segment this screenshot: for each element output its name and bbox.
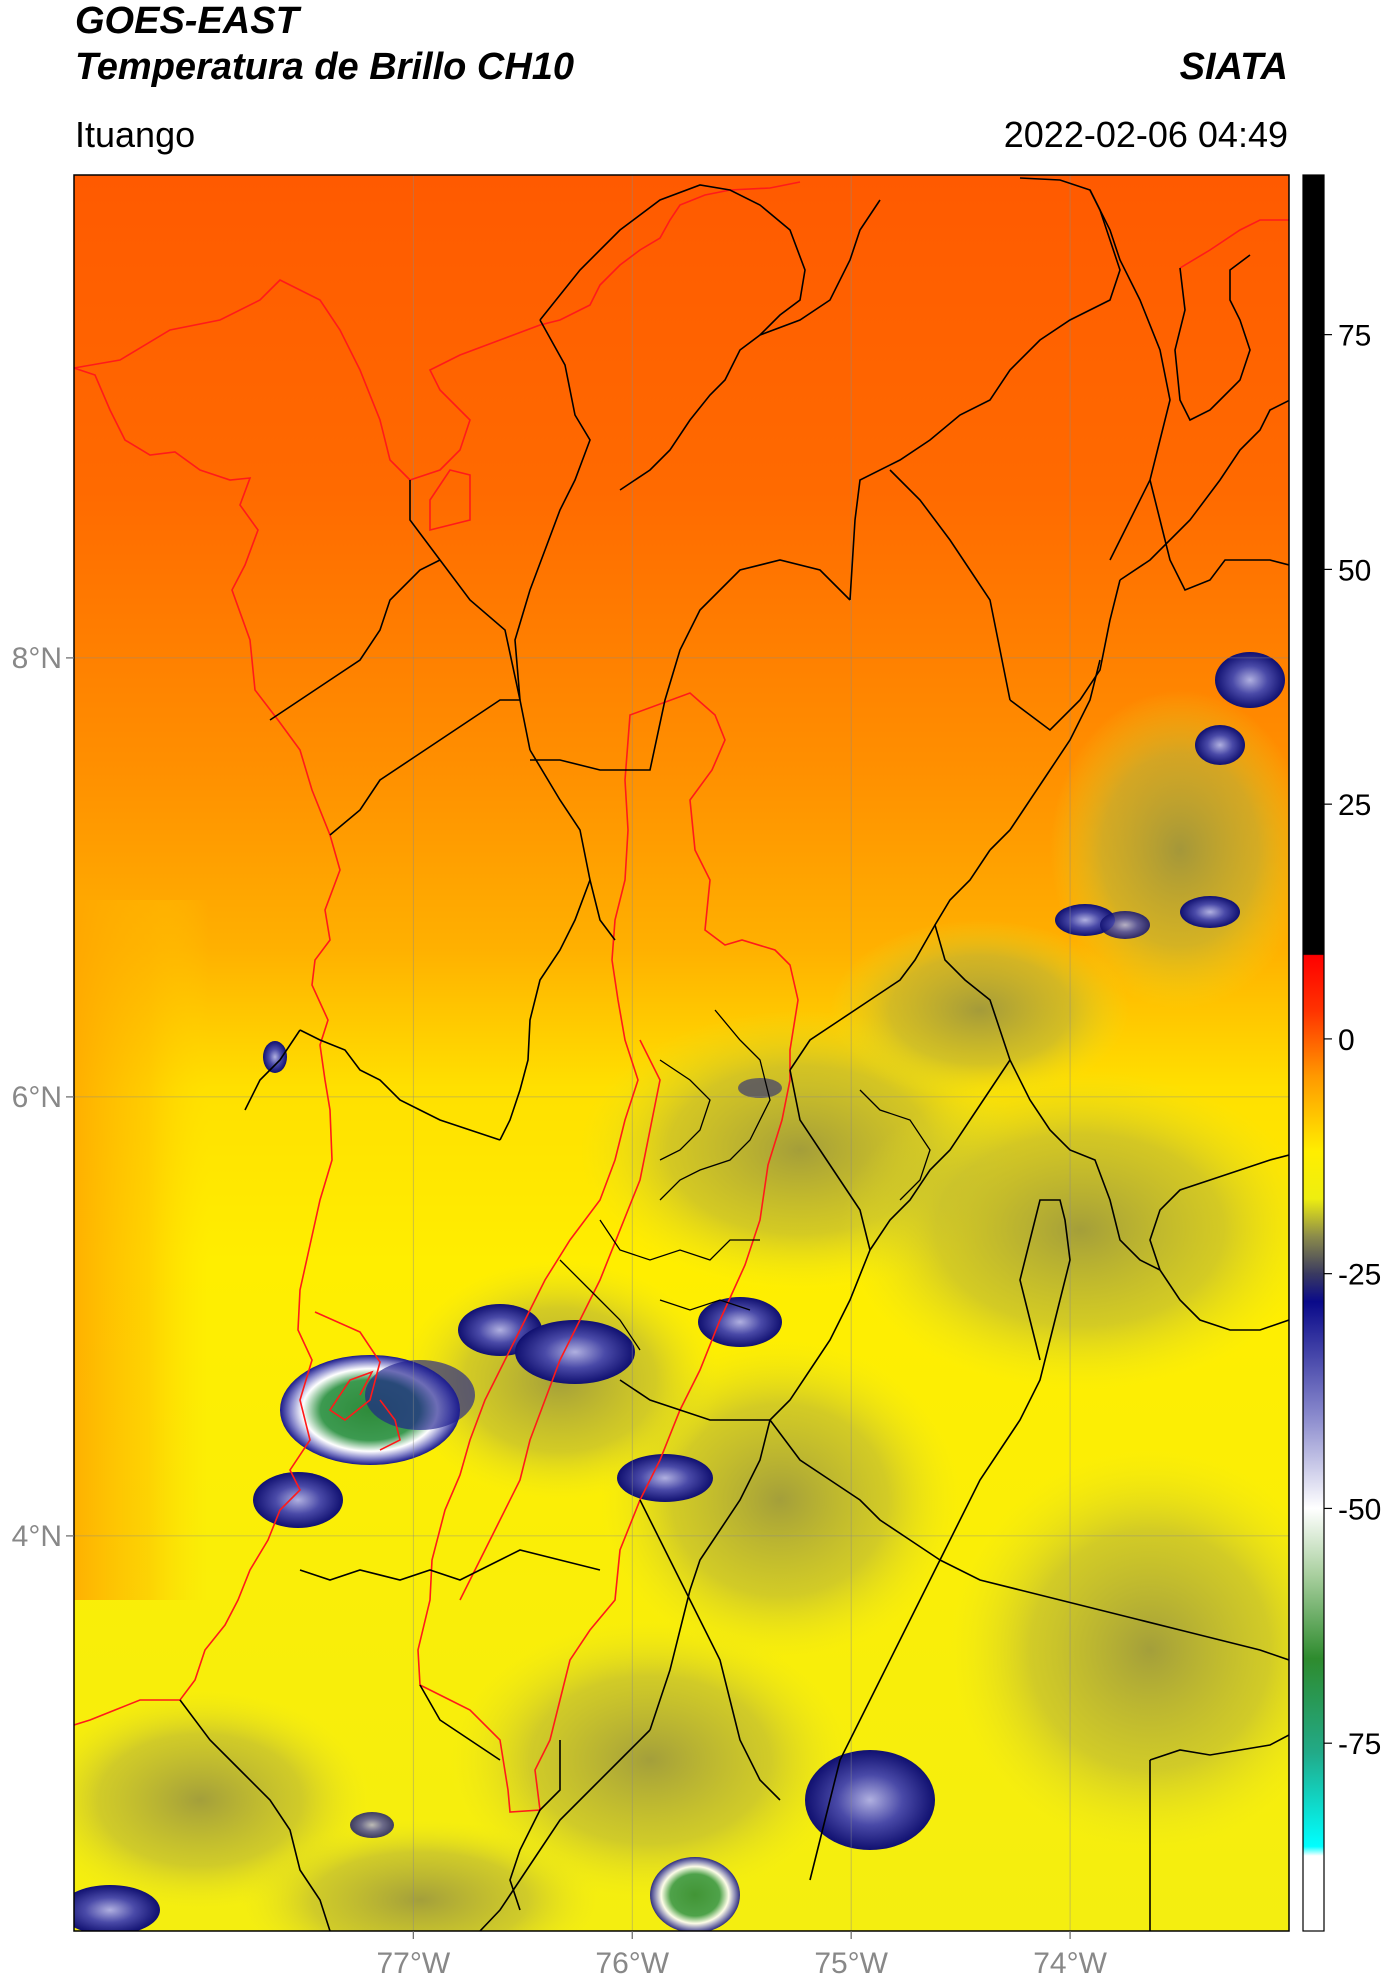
colorbar-tick-label: 0 <box>1338 1024 1355 1057</box>
colorbar-tick-label: 75 <box>1338 320 1371 353</box>
gridlines <box>74 175 1289 1931</box>
convective-cells <box>74 652 1285 1931</box>
lon-tick-label: 77°W <box>376 1947 450 1980</box>
colorbar-tick-label: 25 <box>1338 789 1371 822</box>
lat-tick-label: 8°N <box>12 642 62 675</box>
organization-label: SIATA <box>1179 46 1288 88</box>
figure-title: GOES-EAST <box>75 0 299 42</box>
municipal-borders <box>559 1009 931 1351</box>
colorbar-frame <box>1302 174 1325 1932</box>
colorbar-scale <box>1303 175 1324 1931</box>
colorbar-tick-label: -50 <box>1338 1493 1381 1526</box>
lon-tick-label: 76°W <box>595 1947 669 1980</box>
coastline <box>74 181 1289 1726</box>
ituango-basin-outline <box>417 692 799 1813</box>
colorbar-tick-label: -75 <box>1338 1728 1381 1761</box>
axis-ticks: 77°W 76°W 75°W 74°W 8°N 6°N 4°N <box>12 642 1108 1980</box>
brightness-temperature-map <box>74 175 1289 1931</box>
colorbar-ticks: 75 50 25 0 -25 -50 -75 <box>1324 320 1381 1761</box>
colorbar: 75 50 25 0 -25 -50 -75 <box>1302 174 1381 1932</box>
lon-tick-label: 75°W <box>814 1947 888 1980</box>
lon-tick-label: 74°W <box>1033 1947 1107 1980</box>
lat-tick-label: 6°N <box>12 1081 62 1114</box>
administrative-borders <box>179 177 1289 1931</box>
map-frame <box>73 174 1290 1932</box>
datetime-label: 2022-02-06 04:49 <box>1003 114 1288 155</box>
figure-subtitle: Temperatura de Brillo CH10 <box>75 46 575 88</box>
location-label: Ituango <box>75 114 196 155</box>
colorbar-tick-label: 50 <box>1338 554 1371 587</box>
lat-tick-label: 4°N <box>12 1520 62 1553</box>
colorbar-tick-label: -25 <box>1338 1259 1381 1292</box>
